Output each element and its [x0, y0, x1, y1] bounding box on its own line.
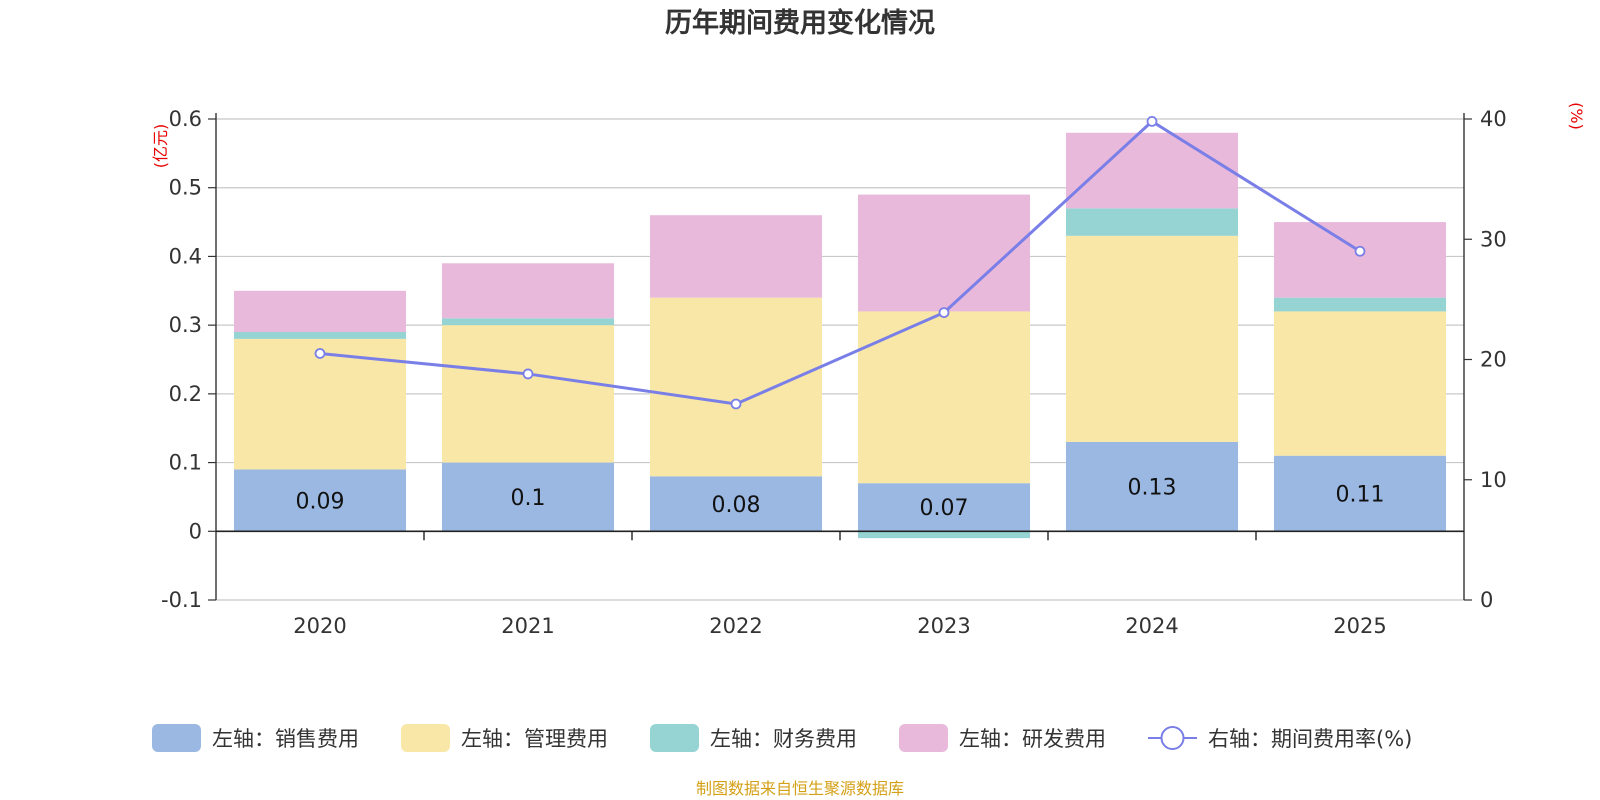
- grid: [216, 118, 1464, 601]
- bar-segment: [442, 318, 614, 326]
- bar-segment: [234, 469, 406, 532]
- legend-label: 右轴：期间费用率(%): [1208, 727, 1412, 751]
- legend-swatch: [650, 724, 699, 752]
- rate-line-point: [1354, 245, 1366, 257]
- left-tick-label: 0.6: [169, 107, 202, 131]
- left-tick-label: 0: [189, 519, 202, 543]
- data-label: 0.09: [296, 489, 345, 514]
- data-label: 0.13: [1128, 476, 1177, 501]
- left-axis-unit: (亿元): [151, 124, 170, 169]
- data-label: 0.08: [712, 493, 761, 518]
- bar-segment: [1066, 132, 1238, 209]
- right-tick-label: 10: [1480, 468, 1507, 492]
- bar-segment: [234, 332, 406, 339]
- legend-swatch: [899, 724, 948, 752]
- data-label: 0.1: [511, 486, 546, 511]
- legend-label: 左轴：财务费用: [710, 727, 857, 751]
- rate-line-point: [730, 398, 742, 410]
- bar-segment: [442, 462, 614, 532]
- bar-segment: [858, 194, 1030, 312]
- bar-segment: [858, 483, 1030, 532]
- right-tick-label: 0: [1480, 588, 1493, 612]
- rate-line-point: [314, 348, 326, 359]
- left-tick-label: 0.5: [169, 176, 202, 200]
- category-label: 2021: [501, 614, 554, 638]
- bar-segment: [1274, 222, 1446, 298]
- right-tick-label: 30: [1480, 227, 1507, 251]
- left-tick-label: 0.4: [169, 244, 202, 268]
- legend-marker: [1160, 726, 1185, 750]
- legend: 左轴：销售费用 左轴：管理费用 左轴：财务费用 左轴：研发费用 右轴：期间费用率(%): [152, 724, 1412, 752]
- category-label: 2024: [1125, 614, 1178, 638]
- right-tick-label: 20: [1480, 348, 1507, 372]
- axes: -0.1 0 0.1 0.2 0.3 0.4 0.5 0.6 0 10 20 30 40 2020 2021…: [161, 107, 1507, 638]
- left-tick-label: 0.2: [169, 382, 202, 406]
- legend-label: 左轴：研发费用: [959, 727, 1106, 751]
- bar-segment: [442, 325, 614, 463]
- data-labels: 0.09 0.1 0.08 0.07 0.13 0.11: [296, 476, 1385, 522]
- data-label: 0.07: [920, 496, 969, 521]
- bar-segment: [1274, 297, 1446, 312]
- rate-line-path: [319, 119, 1361, 406]
- bar-segment: [1274, 311, 1446, 456]
- right-axis-unit: (%): [1567, 102, 1586, 130]
- legend-swatch: [152, 724, 201, 752]
- bar-segment: [650, 476, 822, 532]
- rate-line-point: [938, 307, 950, 319]
- category-label: 2020: [293, 614, 346, 638]
- legend-label: 左轴：管理费用: [461, 727, 608, 751]
- bar-segment: [858, 531, 1030, 539]
- bar-segment: [1066, 208, 1238, 236]
- left-tick-label: 0.1: [169, 451, 202, 475]
- bar-segment: [1274, 455, 1446, 532]
- right-tick-label: 40: [1480, 107, 1507, 131]
- bars: [234, 132, 1446, 539]
- bar-segment: [650, 215, 822, 298]
- category-label: 2023: [917, 614, 970, 638]
- bar-segment: [234, 290, 406, 333]
- left-tick-label: -0.1: [161, 588, 202, 612]
- left-tick-label: 0.3: [169, 313, 202, 337]
- legend-label: 左轴：销售费用: [212, 727, 359, 751]
- rate-line-point: [1146, 116, 1158, 127]
- data-label: 0.11: [1336, 482, 1385, 507]
- bar-segment: [858, 311, 1030, 484]
- bar-segment: [650, 297, 822, 477]
- legend-swatch: [401, 724, 450, 752]
- chart-title: 历年期间费用变化情况: [665, 7, 935, 39]
- data-source: 制图数据来自恒生聚源数据库: [696, 779, 904, 798]
- bar-segment: [1066, 235, 1238, 442]
- category-label: 2025: [1333, 614, 1386, 638]
- bar-segment: [442, 263, 614, 319]
- bar-segment: [1066, 441, 1238, 532]
- bar-segment: [234, 338, 406, 470]
- rate-line: [314, 116, 1366, 410]
- category-label: 2022: [709, 614, 762, 638]
- rate-line-point: [522, 368, 534, 380]
